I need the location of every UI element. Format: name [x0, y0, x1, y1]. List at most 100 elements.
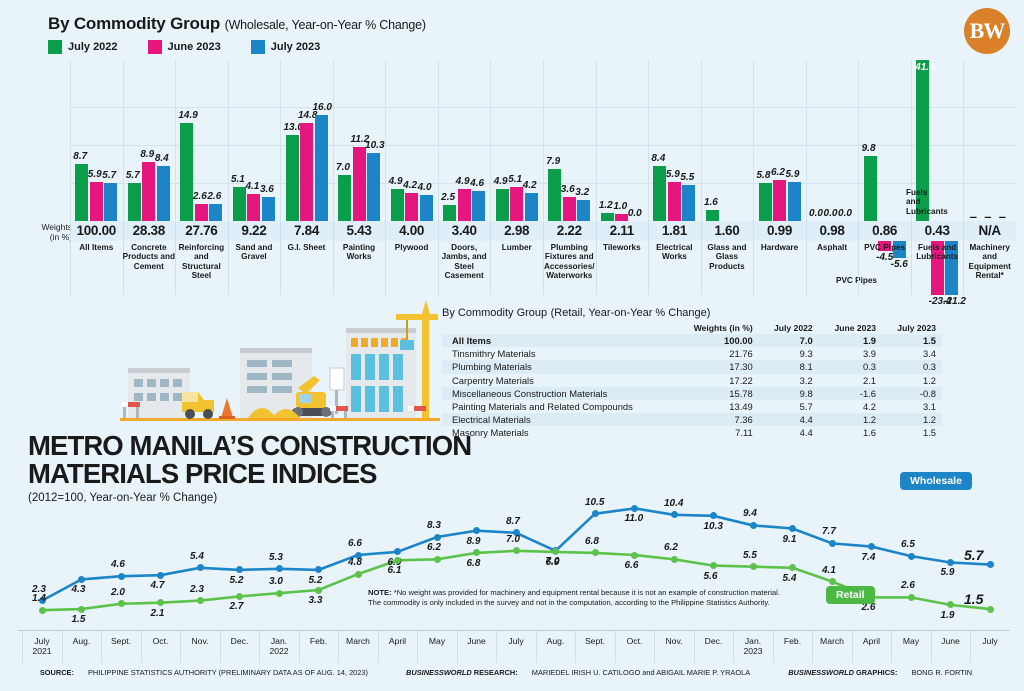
callout-retail: Retail — [826, 586, 875, 604]
commodity-name: G.I. Sheet — [287, 243, 326, 252]
retail-table-title: By Commodity Group (Retail, Year-on-Year… — [442, 305, 942, 319]
weights-separator — [122, 221, 124, 293]
table-cell: -1.6 — [859, 387, 877, 399]
table-row: Electrical Materials 7.36 4.4 1.2 1.2 — [442, 413, 942, 427]
line-value-label: 7.4 — [861, 551, 876, 563]
line-value-label: 2.1 — [150, 607, 165, 619]
line-data-point — [710, 512, 717, 520]
table-cell: 4.2 — [862, 401, 877, 413]
line-value-label: 5.5 — [743, 549, 757, 561]
line-value-label: 4.6 — [111, 559, 125, 571]
row-label: Carpentry Materials — [452, 374, 534, 386]
line-data-point — [512, 547, 520, 555]
legend-item-1: June 2023 — [147, 40, 221, 54]
x-axis-label: May — [902, 636, 920, 646]
bar-july-2022 — [495, 188, 509, 221]
x-axis-label: Aug. — [546, 636, 565, 646]
line-data-point — [907, 593, 915, 601]
weight-value: 0.98 — [819, 223, 845, 238]
bar-value-label: 1.2 — [598, 200, 613, 212]
bar-july-2022 — [916, 60, 930, 221]
legend-item-0: July 2022 — [48, 40, 118, 54]
bar-group-separator — [805, 60, 807, 295]
bar-value-label: 6.2 — [771, 167, 785, 179]
bar-value-label: 10.3 — [365, 140, 385, 152]
commodity-name: Fuels and Lubricants — [916, 243, 959, 262]
table-cell: 3.4 — [922, 348, 936, 360]
line-data-point — [236, 566, 243, 574]
main-headline: METRO MANILA’S CONSTRUCTION MATERIALS PRI… — [28, 430, 472, 490]
bar-value-label: 11.2 — [350, 134, 370, 146]
x-axis-label: July — [982, 636, 998, 646]
legend-swatch-icon — [48, 40, 62, 54]
bar-july-2023 — [209, 203, 223, 221]
line-data-point — [354, 570, 362, 578]
bar-value-label: 8.4 — [154, 152, 169, 164]
bar-group-separator — [910, 60, 912, 295]
line-value-label: 10.4 — [664, 497, 684, 509]
x-axis-tick — [575, 631, 577, 663]
line-data-point — [591, 510, 599, 518]
construction-illustration — [120, 300, 440, 421]
line-value-label: 5.4 — [190, 550, 204, 562]
line-data-point — [433, 555, 441, 563]
weights-cell: 4.00 Plywood — [385, 223, 438, 252]
commodity-name: Reinforcing and Structural Steel — [178, 243, 225, 281]
weights-cell: 28.38 Concrete Products and Cement — [123, 223, 176, 271]
line-data-point — [78, 605, 85, 613]
x-axis-tick — [259, 631, 261, 663]
x-axis-label: Dec. — [704, 636, 723, 646]
table-row: Carpentry Materials 17.22 3.2 2.1 1.2 — [442, 374, 942, 387]
table-cell: 17.30 — [729, 361, 753, 373]
table-cell: 9.3 — [799, 348, 813, 360]
line-value-label: 5.9 — [940, 567, 955, 579]
weights-separator — [385, 221, 387, 293]
bar-value-label: 5.9 — [665, 169, 680, 181]
row-label: Tinsmithry Materials — [452, 348, 536, 360]
page-title: By Commodity Group (Wholesale, Year-on-Y… — [48, 14, 426, 34]
x-axis-label: April — [862, 636, 881, 646]
table-row: Miscellaneous Construction Materials 15.7… — [442, 386, 942, 400]
line-value-label: 6.5 — [901, 539, 915, 551]
line-data-point — [947, 601, 954, 609]
bar-value-label: 5.1 — [508, 174, 523, 186]
commodity-name: Tileworks — [603, 243, 641, 252]
line-value-label: 6.8 — [466, 557, 481, 569]
table-cell: 0.3 — [862, 361, 877, 373]
bar-july-2023 — [577, 199, 591, 221]
line-value-label: 7.0 — [506, 533, 520, 545]
bar-value-label: 0.0 — [838, 208, 852, 219]
table-column-header: June 2023 — [834, 323, 877, 333]
line-data-point — [670, 511, 678, 519]
x-axis-label: Feb. — [309, 636, 328, 646]
bar-june-2023 — [142, 162, 156, 221]
x-axis-label: March — [346, 636, 370, 646]
bar-july-2023 — [472, 190, 486, 221]
line-value-label: 5.7 — [964, 546, 984, 563]
callout-wholesale: Wholesale — [900, 472, 972, 490]
x-axis-label: Oct. — [152, 636, 169, 646]
line-value-label: 6.6 — [624, 560, 639, 572]
x-axis-tick — [61, 631, 63, 663]
commodity-name: Electrical Works — [656, 243, 693, 262]
bar-group-separator — [595, 60, 597, 295]
line-data-point — [38, 606, 46, 614]
bar-july-2022 — [548, 168, 562, 221]
line-data-point — [196, 597, 204, 605]
line-value-label: 5.2 — [229, 574, 244, 586]
table-cell: 4.4 — [799, 427, 813, 439]
x-axis-tick — [338, 631, 340, 663]
line-data-point — [157, 599, 164, 607]
line-data-point — [275, 565, 283, 573]
x-axis-tick — [417, 631, 419, 663]
footer: SOURCE: PHILIPPINE STATISTICS AUTHORITY … — [0, 668, 1024, 677]
weights-separator — [70, 221, 71, 293]
x-axis-label: Aug. — [72, 636, 91, 646]
x-axis-tick — [22, 631, 24, 663]
line-value-label: 2.6 — [901, 580, 915, 592]
x-axis-tick — [219, 631, 221, 663]
x-axis-tick — [812, 631, 814, 663]
weight-value: 3.40 — [451, 223, 477, 238]
commodity-name: Asphalt — [817, 243, 848, 252]
bar-july-2022 — [232, 187, 246, 221]
